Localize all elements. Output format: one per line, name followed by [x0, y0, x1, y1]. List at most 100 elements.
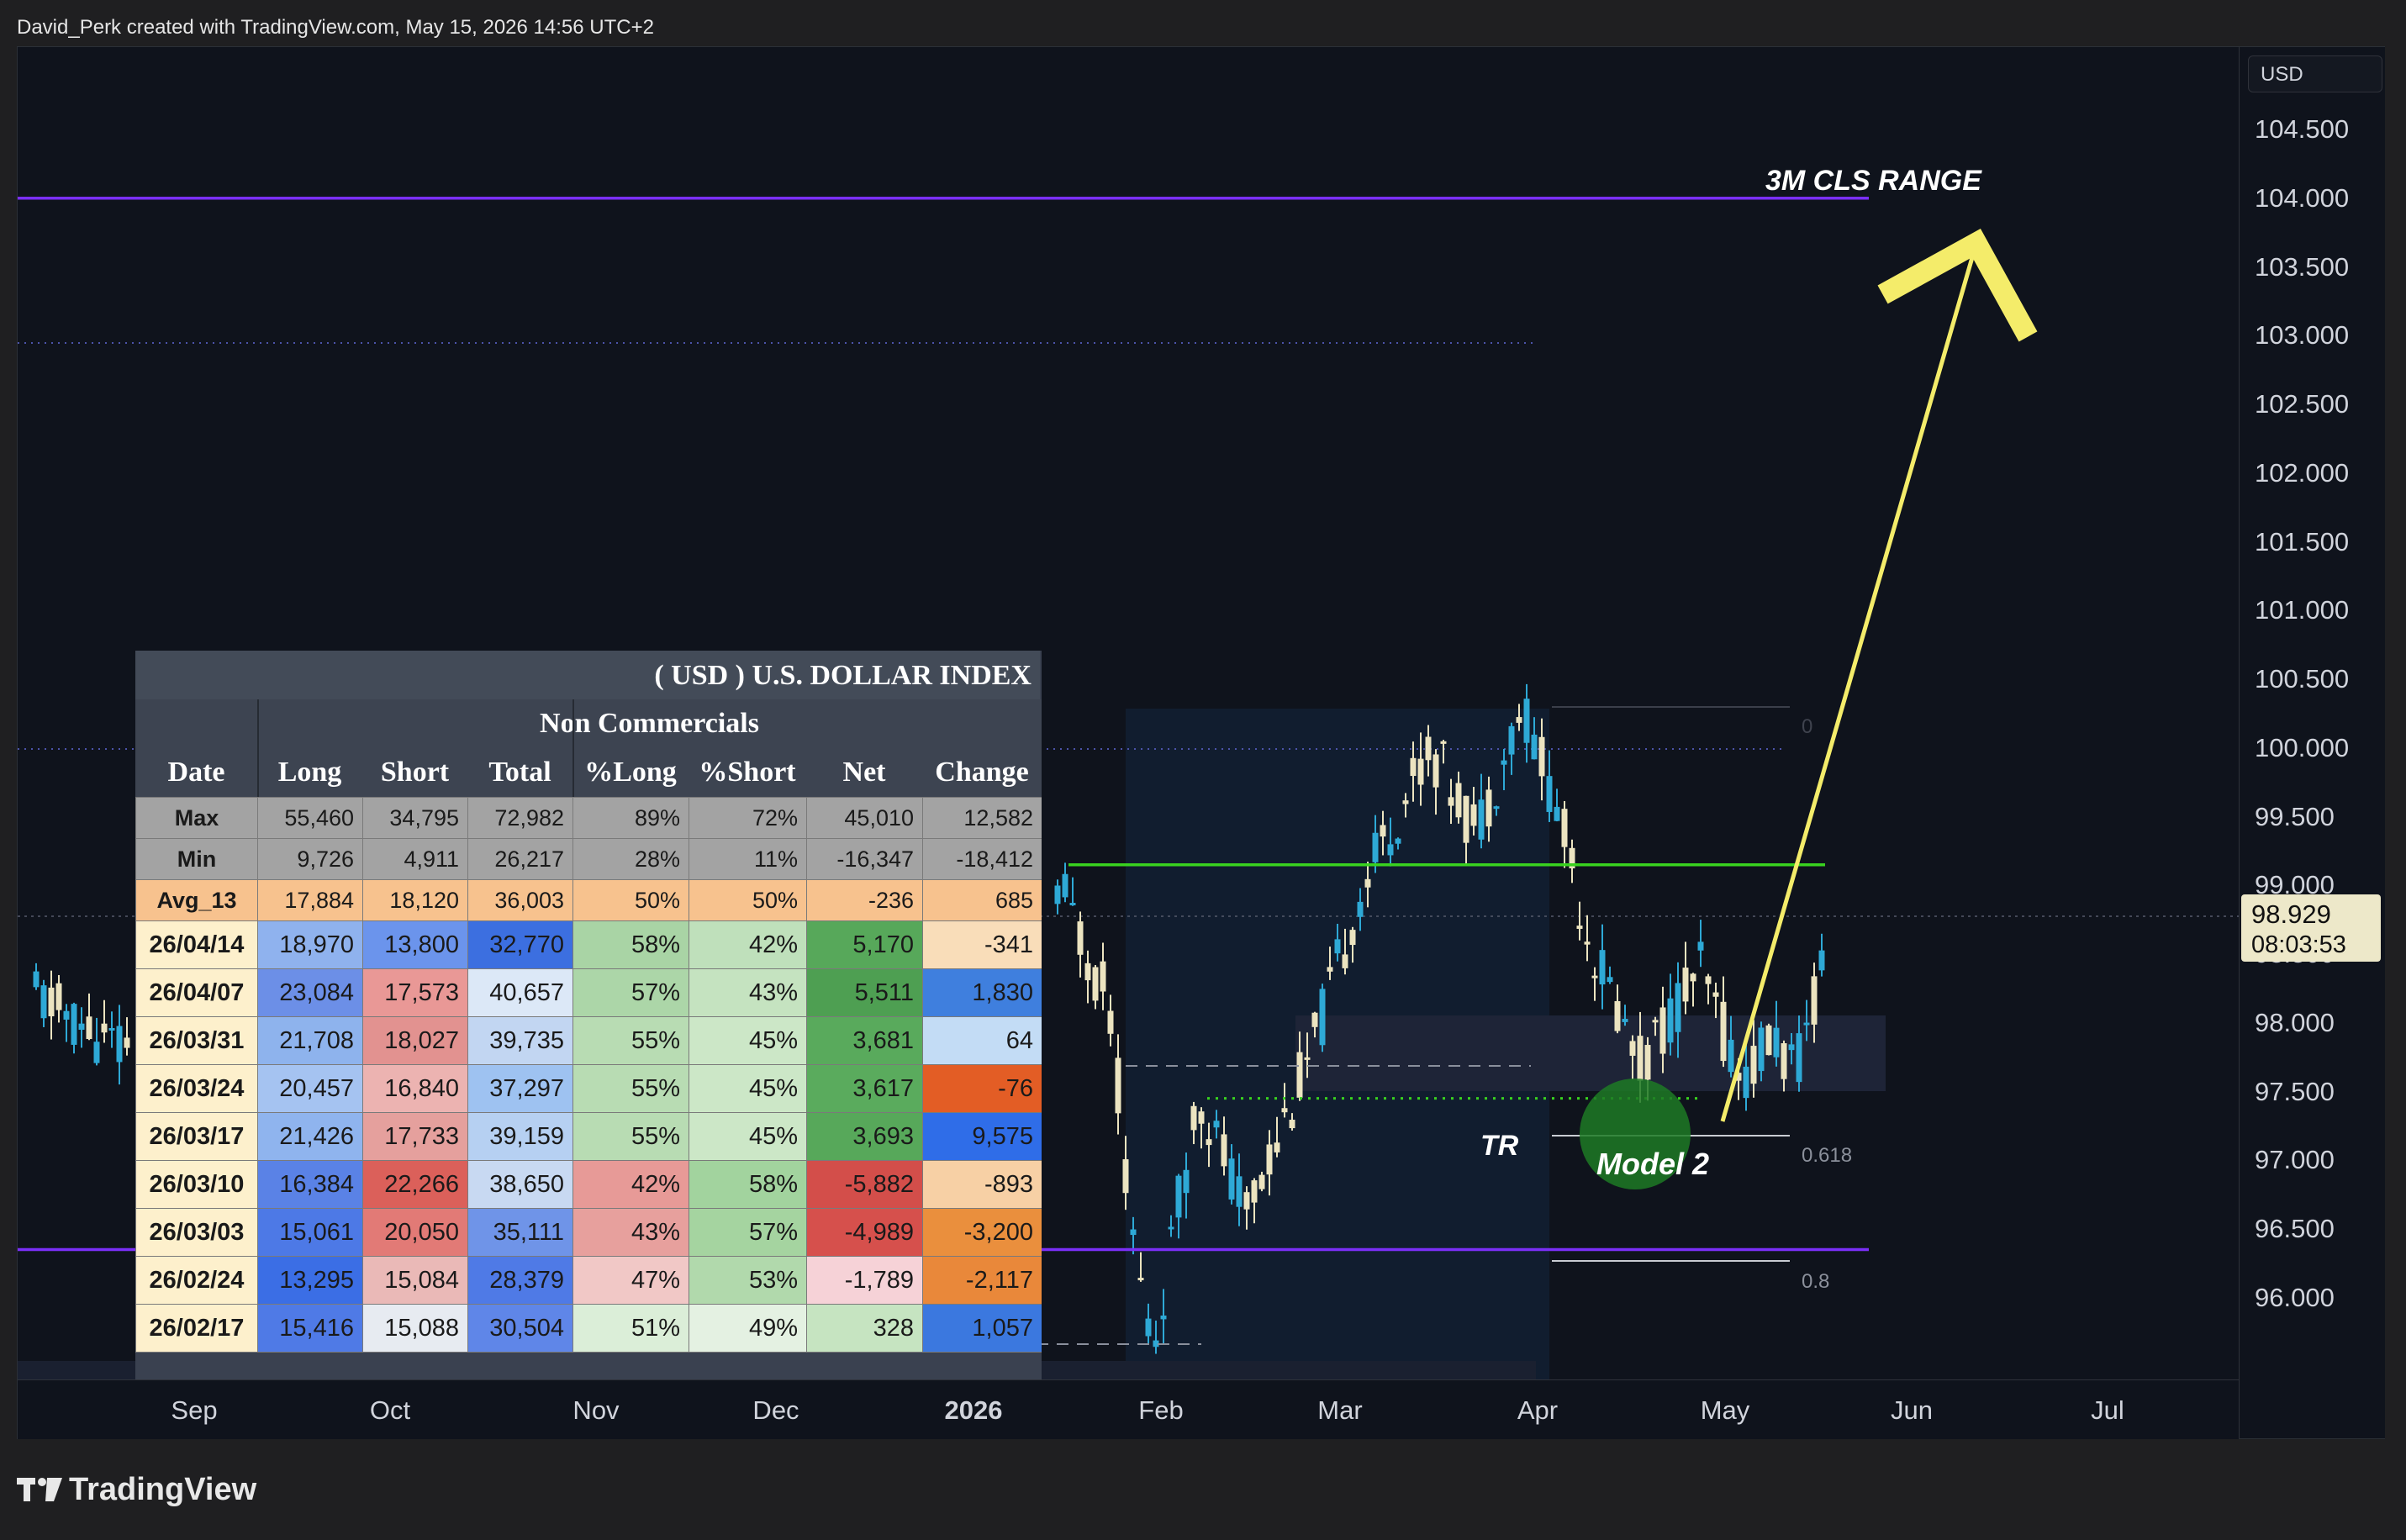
candle-body	[1107, 1010, 1114, 1034]
cot-value-cell: 3,693	[806, 1112, 923, 1161]
cot-value-cell: 55%	[572, 1016, 689, 1065]
candle-body	[1728, 1039, 1734, 1073]
cot-value-cell: -236	[806, 879, 923, 921]
cot-row: 26/03/10 16,384 22,266 38,650 42% 58% -5,882 -8…	[135, 1160, 1042, 1209]
time-axis-label: Mar	[1317, 1395, 1363, 1425]
cot-value-cell: 20,457	[257, 1064, 363, 1113]
time-axis-label: Jul	[2091, 1395, 2124, 1425]
candle-body	[1584, 941, 1591, 945]
price-tick-label: 99.500	[2255, 801, 2335, 831]
cot-row: 26/03/24 20,457 16,840 37,297 55% 45% 3,617 -76	[135, 1064, 1042, 1113]
cot-value-cell: -76	[922, 1064, 1042, 1113]
candle-body	[1682, 968, 1689, 1002]
cot-value-cell: 20,050	[362, 1208, 468, 1257]
cot-report-table: ( USD ) U.S. DOLLAR INDEX Non Commercial…	[135, 651, 1042, 1379]
cot-row: 26/04/07 23,084 17,573 40,657 57% 43% 5,511 1,8…	[135, 968, 1042, 1017]
candle-body	[71, 1004, 77, 1045]
price-tick-label: 101.500	[2255, 526, 2350, 556]
cot-value-cell: 5,511	[806, 968, 923, 1017]
candle-body	[1675, 983, 1681, 1032]
range-label: 3M CLS RANGE	[1765, 165, 1981, 197]
cot-value-cell: 53%	[689, 1256, 807, 1305]
candle-body	[1349, 930, 1356, 946]
price-scale[interactable]: USD 104.500 104.000 103.500 103.000 102.500 1…	[2239, 47, 2385, 1438]
cot-row: 26/02/17 15,416 15,088 30,504 51% 49% 328 1,057	[135, 1304, 1042, 1353]
time-axis-label: Jun	[1891, 1395, 1933, 1425]
chart-pane[interactable]: 3M CLS RANGE TR Model 2 0 0.618 0.8 ( USD ) U…	[17, 46, 2385, 1439]
cot-value-cell: 15,084	[362, 1256, 468, 1305]
cot-column-header: Total	[488, 757, 551, 788]
cot-value-cell: 36,003	[467, 879, 573, 921]
candle-body	[1342, 954, 1348, 968]
candle-body	[1122, 1159, 1129, 1194]
candle-body	[1470, 804, 1477, 826]
cot-date-cell: 26/03/31	[135, 1016, 258, 1065]
cot-column-header: %Short	[699, 757, 796, 788]
cot-value-cell: 43%	[689, 968, 807, 1017]
time-axis[interactable]: Sep Oct Nov Dec 2026 Feb Mar Apr May Jun Jul	[18, 1379, 2239, 1439]
cot-value-cell: 685	[922, 879, 1042, 921]
candle-body	[1591, 975, 1598, 978]
cot-row: Max 55,460 34,795 72,982 89% 72% 45,010 12,582	[135, 797, 1042, 839]
cot-value-cell: 51%	[572, 1304, 689, 1353]
time-axis-label: Nov	[572, 1395, 620, 1425]
cot-value-cell: 38,650	[467, 1160, 573, 1209]
cot-value-cell: -4,989	[806, 1208, 923, 1257]
price-tick-label: 96.500	[2255, 1214, 2335, 1243]
cot-date-cell: 26/03/24	[135, 1064, 258, 1113]
candle-body	[1546, 776, 1553, 812]
candle-body	[1765, 1025, 1772, 1056]
candle-body	[1773, 1027, 1780, 1057]
price-tick-label: 103.500	[2255, 251, 2350, 282]
price-tick-label: 104.000	[2255, 182, 2350, 213]
candle-body	[1781, 1043, 1787, 1079]
tr-label: TR	[1480, 1130, 1519, 1162]
candle-body	[1463, 795, 1469, 843]
fib-label-0: 0	[1802, 715, 1813, 738]
cot-date-cell: 26/02/24	[135, 1256, 258, 1305]
candle-body	[1523, 699, 1530, 743]
candle-body	[1569, 847, 1575, 868]
candle-body	[1720, 1001, 1727, 1062]
last-price-label: 98.929 08:03:53	[2241, 894, 2381, 962]
cot-date-cell: 26/04/07	[135, 968, 258, 1017]
candle-body	[1236, 1176, 1243, 1207]
candle-body	[1644, 1045, 1651, 1080]
candle-body	[1183, 1169, 1190, 1194]
candle-body	[1622, 1019, 1628, 1022]
cot-value-cell: -16,347	[806, 838, 923, 880]
cot-value-cell: 17,733	[362, 1112, 468, 1161]
cot-value-cell: 26,217	[467, 838, 573, 880]
time-axis-label: 2026	[944, 1395, 1003, 1425]
candle-body	[1077, 921, 1084, 955]
cot-value-cell: -2,117	[922, 1256, 1042, 1305]
candle-body	[1538, 736, 1545, 777]
cot-value-cell: 5,170	[806, 920, 923, 969]
candle-body	[33, 971, 40, 988]
model-2-label: Model 2	[1596, 1147, 1710, 1181]
cot-value-cell: 58%	[689, 1160, 807, 1209]
candle-body	[1425, 736, 1432, 761]
currency-selector[interactable]: USD	[2248, 55, 2382, 92]
cot-group-header: Non Commercials	[540, 708, 759, 739]
candle-body	[1796, 1033, 1802, 1083]
cot-value-cell: 47%	[572, 1256, 689, 1305]
candle-body	[1115, 1057, 1121, 1114]
candle-body	[1803, 1022, 1810, 1026]
chart-attribution: David_Perk created with TradingView.com,…	[17, 16, 654, 39]
tradingview-logo-icon	[17, 1478, 62, 1501]
candle-body	[1213, 1121, 1220, 1128]
candle-body	[1160, 1315, 1167, 1320]
price-tick-label: 104.500	[2255, 114, 2350, 144]
price-tick-label: 100.500	[2255, 664, 2350, 694]
candle-body	[1743, 1066, 1749, 1099]
candle-body	[1705, 976, 1712, 984]
candle-body	[1198, 1111, 1205, 1124]
price-tick-label: 97.500	[2255, 1076, 2335, 1106]
cot-value-cell: 35,111	[467, 1208, 573, 1257]
candle-body	[55, 983, 62, 1010]
candle-body	[1311, 1012, 1318, 1027]
cot-value-cell: 64	[922, 1016, 1042, 1065]
cot-value-cell: 40,657	[467, 968, 573, 1017]
candle-body	[1629, 1041, 1636, 1056]
